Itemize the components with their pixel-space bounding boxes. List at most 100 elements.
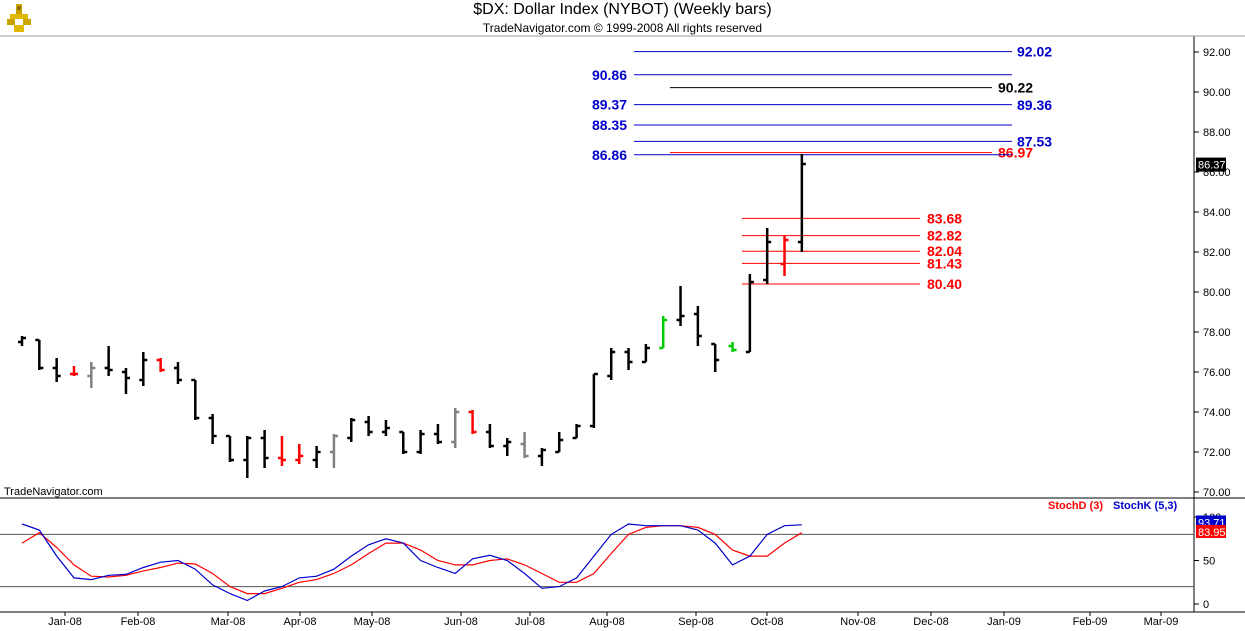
support-level-label: 82.82	[927, 228, 962, 244]
ohlc-bar[interactable]	[156, 358, 165, 372]
ohlc-bar[interactable]	[797, 154, 806, 252]
y-tick-label: 82.00	[1203, 247, 1231, 259]
price-level-label: 86.97	[998, 145, 1033, 161]
ohlc-bar[interactable]	[572, 424, 581, 440]
x-tick-label: Apr-08	[283, 616, 316, 628]
ohlc-bar[interactable]	[433, 424, 442, 444]
y-tick-label: 72.00	[1203, 447, 1231, 459]
ohlc-bar[interactable]	[711, 342, 720, 372]
price-level-label: 92.02	[1017, 44, 1052, 60]
stoch-y-tick-label: 0	[1203, 599, 1209, 611]
ohlc-bar[interactable]	[35, 338, 44, 370]
y-tick-label: 74.00	[1203, 407, 1231, 419]
stoch-d-value-box	[1196, 524, 1226, 538]
ohlc-bar[interactable]	[659, 316, 668, 350]
chart-subtitle: TradeNavigator.com © 1999-2008 All right…	[482, 21, 763, 35]
ohlc-bar[interactable]	[468, 410, 477, 434]
y-tick-label: 92.00	[1203, 47, 1231, 59]
ohlc-bar[interactable]	[364, 416, 373, 436]
ohlc-bar[interactable]	[52, 358, 61, 382]
ohlc-bar[interactable]	[451, 408, 460, 448]
x-tick-label: Nov-08	[840, 616, 875, 628]
ohlc-bar[interactable]	[745, 274, 754, 354]
ohlc-bar[interactable]	[121, 368, 130, 394]
ohlc-bar[interactable]	[139, 352, 148, 386]
ohlc-bar[interactable]	[347, 418, 356, 442]
x-tick-label: Dec-08	[913, 616, 948, 628]
x-tick-label: Jul-08	[515, 616, 545, 628]
ohlc-bar[interactable]	[693, 306, 702, 346]
ohlc-bar[interactable]	[780, 236, 789, 276]
ohlc-bar[interactable]	[381, 420, 390, 436]
price-level-label: 86.86	[592, 147, 627, 163]
watermark-text: TradeNavigator.com	[4, 486, 103, 498]
ohlc-bar[interactable]	[537, 448, 546, 466]
x-tick-label: Jan-09	[987, 616, 1021, 628]
ohlc-bar[interactable]	[295, 444, 304, 464]
x-tick-label: Sep-08	[678, 616, 713, 628]
stoch-d-value: 83.95	[1198, 527, 1226, 539]
stoch-d-line	[21, 525, 803, 595]
last-price-label: 86.37	[1198, 160, 1226, 172]
ohlc-bar[interactable]	[208, 414, 217, 444]
ohlc-bar[interactable]	[243, 436, 252, 478]
support-level-label: 80.40	[927, 276, 962, 292]
y-tick-label: 84.00	[1203, 207, 1231, 219]
stoch-y-tick-label: 50	[1203, 556, 1215, 568]
y-tick-label: 90.00	[1203, 87, 1231, 99]
ohlc-bar[interactable]	[503, 438, 512, 456]
x-tick-label: Mar-08	[211, 616, 246, 628]
ohlc-bar[interactable]	[191, 378, 200, 420]
ohlc-bar[interactable]	[312, 446, 321, 468]
ohlc-bar[interactable]	[641, 344, 650, 364]
x-tick-label: Jan-08	[48, 616, 82, 628]
ohlc-bar[interactable]	[277, 436, 286, 466]
x-tick-label: Aug-08	[589, 616, 624, 628]
y-tick-label: 78.00	[1203, 327, 1231, 339]
x-tick-label: Feb-09	[1073, 616, 1108, 628]
support-level-label: 81.43	[927, 255, 962, 271]
stoch-k-legend: StochK (5,3)	[1113, 500, 1178, 512]
ohlc-bar[interactable]	[329, 434, 338, 468]
ohlc-bar[interactable]	[589, 372, 598, 428]
ohlc-bar[interactable]	[399, 430, 408, 454]
x-tick-label: Jun-08	[444, 616, 478, 628]
stoch-d-legend: StochD (3)	[1048, 500, 1103, 512]
ohlc-bar[interactable]	[676, 286, 685, 326]
ohlc-bar[interactable]	[485, 424, 494, 448]
support-level-label: 83.68	[927, 210, 962, 226]
price-level-label: 90.86	[592, 67, 627, 83]
y-tick-label: 88.00	[1203, 127, 1231, 139]
ohlc-bar[interactable]	[763, 228, 772, 284]
ohlc-bar[interactable]	[607, 348, 616, 380]
y-tick-label: 76.00	[1203, 367, 1231, 379]
x-tick-label: May-08	[354, 616, 391, 628]
ohlc-bar[interactable]	[624, 348, 633, 370]
ohlc-bar[interactable]	[225, 434, 234, 462]
x-tick-label: Oct-08	[750, 616, 783, 628]
ohlc-bar[interactable]	[520, 432, 529, 458]
ohlc-bar[interactable]	[18, 336, 26, 346]
chart-title: $DX: Dollar Index (NYBOT) (Weekly bars)	[473, 1, 772, 18]
ohlc-bar[interactable]	[87, 362, 96, 388]
price-level-label: 89.36	[1017, 97, 1052, 113]
ohlc-bar[interactable]	[69, 366, 78, 376]
y-tick-label: 80.00	[1203, 287, 1231, 299]
support-level-label: 82.04	[927, 243, 962, 259]
last-price-box	[1196, 157, 1226, 172]
x-tick-label: Feb-08	[121, 616, 156, 628]
ohlc-bar[interactable]	[555, 432, 564, 454]
price-level-label: 90.22	[998, 80, 1033, 96]
ohlc-bar[interactable]	[260, 430, 269, 468]
ohlc-bar[interactable]	[416, 430, 425, 454]
price-level-label: 87.53	[1017, 133, 1052, 149]
ohlc-bar[interactable]	[728, 342, 737, 352]
ohlc-bar[interactable]	[104, 346, 113, 376]
ohlc-bar[interactable]	[173, 362, 182, 384]
price-level-label: 89.37	[592, 97, 627, 113]
stoch-k-line	[21, 523, 802, 602]
x-tick-label: Mar-09	[1144, 616, 1179, 628]
price-level-label: 88.35	[592, 117, 627, 133]
